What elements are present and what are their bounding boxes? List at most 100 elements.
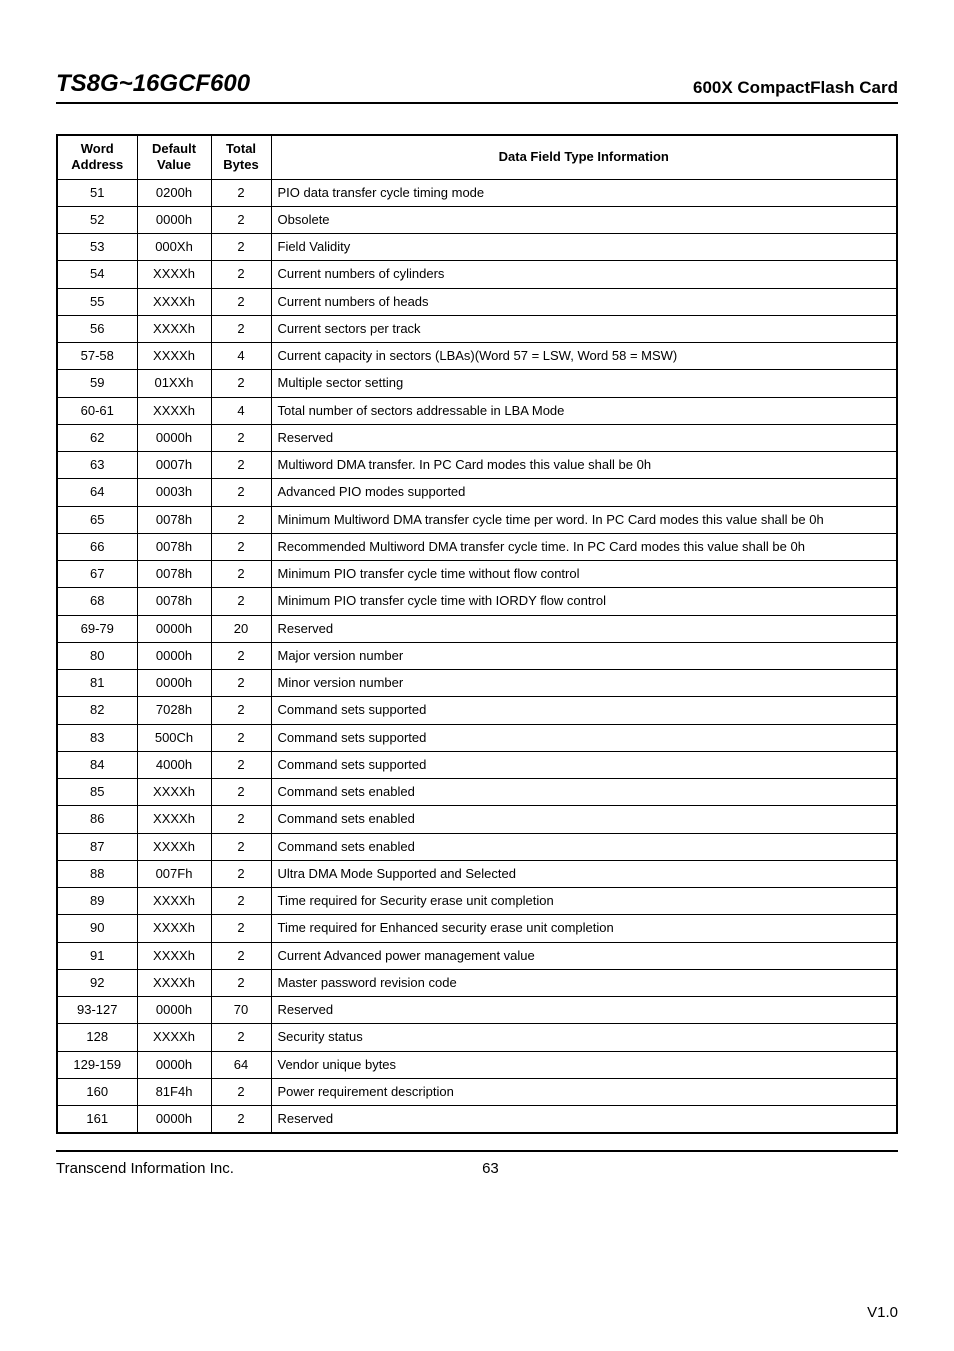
cell-word-address: 80 bbox=[57, 642, 137, 669]
cell-info: Reserved bbox=[271, 615, 897, 642]
th-default-value: Default Value bbox=[137, 135, 211, 179]
cell-total-bytes: 2 bbox=[211, 1078, 271, 1105]
table-row: 5901XXh2Multiple sector setting bbox=[57, 370, 897, 397]
cell-total-bytes: 2 bbox=[211, 1106, 271, 1134]
cell-default-value: 0078h bbox=[137, 561, 211, 588]
cell-default-value: 0000h bbox=[137, 424, 211, 451]
cell-default-value: XXXXh bbox=[137, 806, 211, 833]
cell-word-address: 92 bbox=[57, 969, 137, 996]
cell-word-address: 90 bbox=[57, 915, 137, 942]
cell-default-value: 0000h bbox=[137, 615, 211, 642]
cell-word-address: 65 bbox=[57, 506, 137, 533]
cell-default-value: 007Fh bbox=[137, 860, 211, 887]
cell-default-value: XXXXh bbox=[137, 888, 211, 915]
th-info: Data Field Type Information bbox=[271, 135, 897, 179]
cell-word-address: 88 bbox=[57, 860, 137, 887]
cell-info: Reserved bbox=[271, 424, 897, 451]
cell-info: Minor version number bbox=[271, 670, 897, 697]
cell-word-address: 91 bbox=[57, 942, 137, 969]
cell-word-address: 55 bbox=[57, 288, 137, 315]
cell-total-bytes: 2 bbox=[211, 261, 271, 288]
cell-word-address: 84 bbox=[57, 751, 137, 778]
cell-info: Master password revision code bbox=[271, 969, 897, 996]
cell-default-value: 0000h bbox=[137, 1051, 211, 1078]
cell-word-address: 128 bbox=[57, 1024, 137, 1051]
table-row: 650078h2Minimum Multiword DMA transfer c… bbox=[57, 506, 897, 533]
cell-default-value: XXXXh bbox=[137, 942, 211, 969]
cell-word-address: 69-79 bbox=[57, 615, 137, 642]
cell-total-bytes: 2 bbox=[211, 642, 271, 669]
cell-word-address: 68 bbox=[57, 588, 137, 615]
table-row: 53000Xh2Field Validity bbox=[57, 234, 897, 261]
cell-default-value: 000Xh bbox=[137, 234, 211, 261]
table-row: 92XXXXh2Master password revision code bbox=[57, 969, 897, 996]
cell-default-value: XXXXh bbox=[137, 397, 211, 424]
table-row: 87XXXXh2Command sets enabled bbox=[57, 833, 897, 860]
cell-word-address: 52 bbox=[57, 206, 137, 233]
cell-word-address: 53 bbox=[57, 234, 137, 261]
table-row: 89XXXXh2Time required for Security erase… bbox=[57, 888, 897, 915]
table-row: 60-61XXXXh4Total number of sectors addre… bbox=[57, 397, 897, 424]
page-footer: Transcend Information Inc. 63 bbox=[56, 1150, 898, 1177]
table-row: 56XXXXh2Current sectors per track bbox=[57, 315, 897, 342]
table-row: 69-790000h20Reserved bbox=[57, 615, 897, 642]
cell-total-bytes: 2 bbox=[211, 506, 271, 533]
table-row: 810000h2Minor version number bbox=[57, 670, 897, 697]
cell-default-value: 0003h bbox=[137, 479, 211, 506]
cell-word-address: 60-61 bbox=[57, 397, 137, 424]
table-row: 90XXXXh2Time required for Enhanced secur… bbox=[57, 915, 897, 942]
th-word-address: Word Address bbox=[57, 135, 137, 179]
cell-default-value: 0000h bbox=[137, 642, 211, 669]
table-row: 57-58XXXXh4Current capacity in sectors (… bbox=[57, 343, 897, 370]
cell-info: Obsolete bbox=[271, 206, 897, 233]
cell-info: Time required for Enhanced security eras… bbox=[271, 915, 897, 942]
cell-default-value: 81F4h bbox=[137, 1078, 211, 1105]
cell-info: Recommended Multiword DMA transfer cycle… bbox=[271, 533, 897, 560]
table-row: 800000h2Major version number bbox=[57, 642, 897, 669]
cell-info: Power requirement description bbox=[271, 1078, 897, 1105]
table-row: 1610000h2Reserved bbox=[57, 1106, 897, 1134]
table-row: 827028h2Command sets supported bbox=[57, 697, 897, 724]
cell-total-bytes: 70 bbox=[211, 997, 271, 1024]
cell-total-bytes: 20 bbox=[211, 615, 271, 642]
table-row: 670078h2Minimum PIO transfer cycle time … bbox=[57, 561, 897, 588]
cell-info: Current Advanced power management value bbox=[271, 942, 897, 969]
table-row: 680078h2Minimum PIO transfer cycle time … bbox=[57, 588, 897, 615]
cell-info: Multiword DMA transfer. In PC Card modes… bbox=[271, 452, 897, 479]
cell-total-bytes: 2 bbox=[211, 424, 271, 451]
cell-total-bytes: 2 bbox=[211, 833, 271, 860]
cell-word-address: 63 bbox=[57, 452, 137, 479]
cell-info: Minimum Multiword DMA transfer cycle tim… bbox=[271, 506, 897, 533]
cell-total-bytes: 2 bbox=[211, 724, 271, 751]
cell-total-bytes: 64 bbox=[211, 1051, 271, 1078]
cell-info: Reserved bbox=[271, 997, 897, 1024]
cell-info: Vendor unique bytes bbox=[271, 1051, 897, 1078]
cell-word-address: 86 bbox=[57, 806, 137, 833]
table-row: 520000h2Obsolete bbox=[57, 206, 897, 233]
cell-default-value: XXXXh bbox=[137, 1024, 211, 1051]
cell-total-bytes: 2 bbox=[211, 888, 271, 915]
cell-word-address: 93-127 bbox=[57, 997, 137, 1024]
cell-word-address: 81 bbox=[57, 670, 137, 697]
cell-default-value: 0200h bbox=[137, 179, 211, 206]
cell-total-bytes: 4 bbox=[211, 397, 271, 424]
cell-default-value: 4000h bbox=[137, 751, 211, 778]
cell-total-bytes: 2 bbox=[211, 288, 271, 315]
table-row: 620000h2Reserved bbox=[57, 424, 897, 451]
cell-info: Minimum PIO transfer cycle time with IOR… bbox=[271, 588, 897, 615]
cell-word-address: 56 bbox=[57, 315, 137, 342]
cell-info: Command sets supported bbox=[271, 751, 897, 778]
cell-total-bytes: 2 bbox=[211, 860, 271, 887]
table-row: 88007Fh2Ultra DMA Mode Supported and Sel… bbox=[57, 860, 897, 887]
table-row: 83500Ch2Command sets supported bbox=[57, 724, 897, 751]
table-row: 85XXXXh2Command sets enabled bbox=[57, 779, 897, 806]
cell-info: Command sets enabled bbox=[271, 779, 897, 806]
cell-total-bytes: 2 bbox=[211, 234, 271, 261]
cell-word-address: 59 bbox=[57, 370, 137, 397]
cell-word-address: 82 bbox=[57, 697, 137, 724]
cell-total-bytes: 2 bbox=[211, 751, 271, 778]
product-code: TS8G~16GCF600 bbox=[56, 70, 250, 98]
cell-total-bytes: 2 bbox=[211, 806, 271, 833]
spec-table: Word Address Default Value Total Bytes D… bbox=[56, 134, 898, 1134]
cell-default-value: 0078h bbox=[137, 506, 211, 533]
